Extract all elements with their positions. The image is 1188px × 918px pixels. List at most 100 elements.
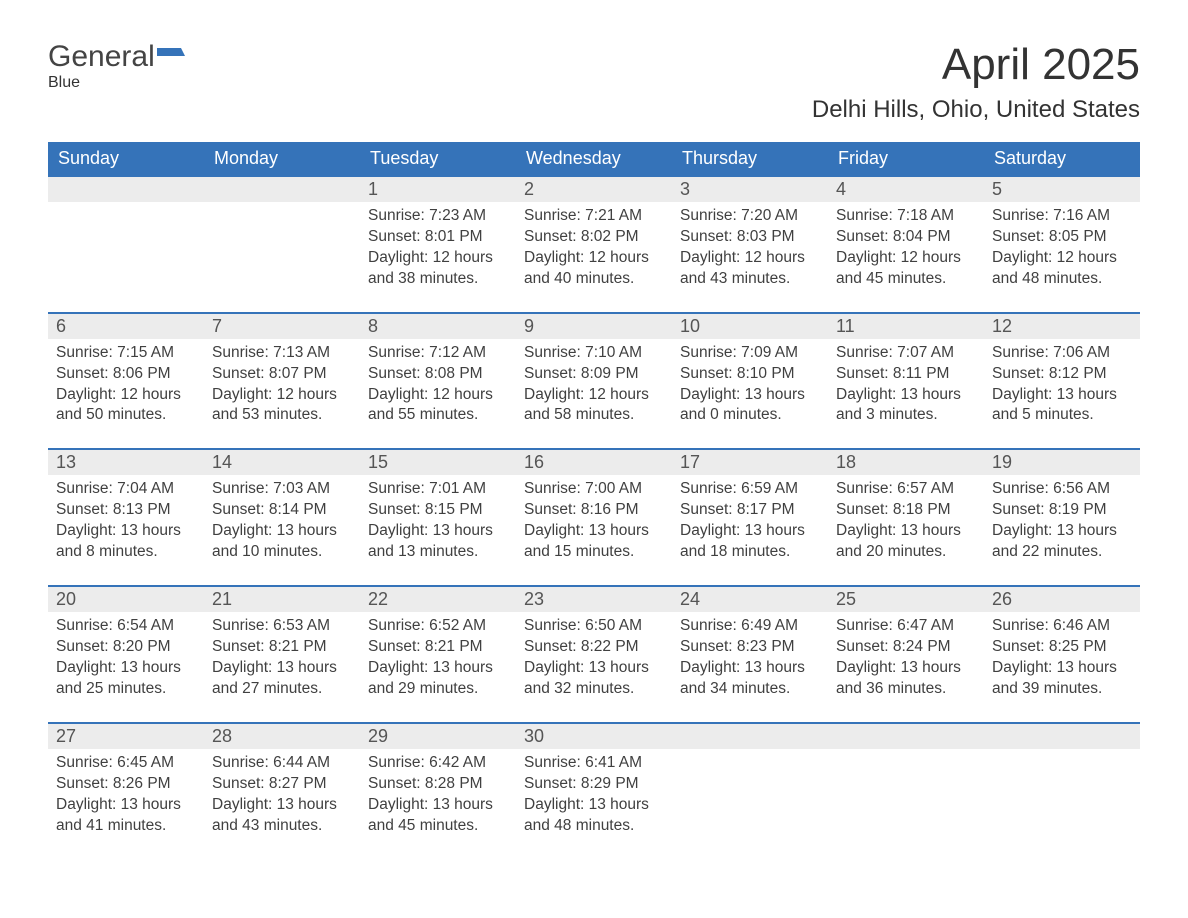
day-number: 26 [984, 587, 1140, 612]
sunrise-line: Sunrise: 6:45 AM [56, 753, 196, 774]
daylight-line: Daylight: 12 hours and 48 minutes. [992, 248, 1132, 290]
sunset-line: Sunset: 8:07 PM [212, 364, 352, 385]
daylight-line: Daylight: 13 hours and 20 minutes. [836, 521, 976, 563]
sunset-line: Sunset: 8:24 PM [836, 637, 976, 658]
calendar-day-cell: 1Sunrise: 7:23 AMSunset: 8:01 PMDaylight… [360, 176, 516, 313]
calendar-day-cell: 7Sunrise: 7:13 AMSunset: 8:07 PMDaylight… [204, 313, 360, 450]
day-body: Sunrise: 6:45 AMSunset: 8:26 PMDaylight:… [48, 749, 204, 859]
calendar-week-row: 6Sunrise: 7:15 AMSunset: 8:06 PMDaylight… [48, 313, 1140, 450]
day-body: Sunrise: 6:57 AMSunset: 8:18 PMDaylight:… [828, 475, 984, 585]
daylight-line: Daylight: 12 hours and 38 minutes. [368, 248, 508, 290]
daylight-line: Daylight: 12 hours and 45 minutes. [836, 248, 976, 290]
sunset-line: Sunset: 8:22 PM [524, 637, 664, 658]
calendar-day-cell: 28Sunrise: 6:44 AMSunset: 8:27 PMDayligh… [204, 723, 360, 859]
day-body: Sunrise: 7:21 AMSunset: 8:02 PMDaylight:… [516, 202, 672, 312]
day-number: 22 [360, 587, 516, 612]
daylight-line: Daylight: 13 hours and 13 minutes. [368, 521, 508, 563]
sunrise-line: Sunrise: 6:42 AM [368, 753, 508, 774]
day-body: Sunrise: 6:42 AMSunset: 8:28 PMDaylight:… [360, 749, 516, 859]
day-number: 28 [204, 724, 360, 749]
brand-logo: General Blue [48, 40, 187, 92]
weekday-header: Thursday [672, 142, 828, 176]
page-header: General Blue April 2025 Delhi Hills, Ohi… [48, 40, 1140, 124]
sunrise-line: Sunrise: 6:54 AM [56, 616, 196, 637]
day-body: Sunrise: 6:44 AMSunset: 8:27 PMDaylight:… [204, 749, 360, 859]
day-body: Sunrise: 7:07 AMSunset: 8:11 PMDaylight:… [828, 339, 984, 449]
day-number: 2 [516, 177, 672, 202]
calendar-day-cell: 21Sunrise: 6:53 AMSunset: 8:21 PMDayligh… [204, 586, 360, 723]
sunset-line: Sunset: 8:08 PM [368, 364, 508, 385]
calendar-day-cell: 15Sunrise: 7:01 AMSunset: 8:15 PMDayligh… [360, 449, 516, 586]
day-body: Sunrise: 6:41 AMSunset: 8:29 PMDaylight:… [516, 749, 672, 859]
sunrise-line: Sunrise: 6:52 AM [368, 616, 508, 637]
weekday-header: Sunday [48, 142, 204, 176]
sunset-line: Sunset: 8:01 PM [368, 227, 508, 248]
daylight-line: Daylight: 12 hours and 40 minutes. [524, 248, 664, 290]
calendar-day-cell: 30Sunrise: 6:41 AMSunset: 8:29 PMDayligh… [516, 723, 672, 859]
sunset-line: Sunset: 8:13 PM [56, 500, 196, 521]
day-body: Sunrise: 7:01 AMSunset: 8:15 PMDaylight:… [360, 475, 516, 585]
calendar-day-cell [984, 723, 1140, 859]
daylight-line: Daylight: 12 hours and 50 minutes. [56, 385, 196, 427]
weekday-header: Saturday [984, 142, 1140, 176]
day-number [48, 177, 204, 202]
weekday-header: Tuesday [360, 142, 516, 176]
calendar-day-cell: 11Sunrise: 7:07 AMSunset: 8:11 PMDayligh… [828, 313, 984, 450]
day-number: 7 [204, 314, 360, 339]
daylight-line: Daylight: 12 hours and 53 minutes. [212, 385, 352, 427]
daylight-line: Daylight: 13 hours and 36 minutes. [836, 658, 976, 700]
sunrise-line: Sunrise: 7:03 AM [212, 479, 352, 500]
daylight-line: Daylight: 13 hours and 10 minutes. [212, 521, 352, 563]
sunset-line: Sunset: 8:28 PM [368, 774, 508, 795]
sunset-line: Sunset: 8:18 PM [836, 500, 976, 521]
sunset-line: Sunset: 8:29 PM [524, 774, 664, 795]
day-body: Sunrise: 7:03 AMSunset: 8:14 PMDaylight:… [204, 475, 360, 585]
sunset-line: Sunset: 8:20 PM [56, 637, 196, 658]
day-body: Sunrise: 6:53 AMSunset: 8:21 PMDaylight:… [204, 612, 360, 722]
day-number: 8 [360, 314, 516, 339]
day-body: Sunrise: 6:56 AMSunset: 8:19 PMDaylight:… [984, 475, 1140, 585]
day-number: 3 [672, 177, 828, 202]
day-number: 19 [984, 450, 1140, 475]
day-body: Sunrise: 7:23 AMSunset: 8:01 PMDaylight:… [360, 202, 516, 312]
sunrise-line: Sunrise: 7:01 AM [368, 479, 508, 500]
day-body: Sunrise: 6:49 AMSunset: 8:23 PMDaylight:… [672, 612, 828, 722]
sunrise-line: Sunrise: 7:10 AM [524, 343, 664, 364]
day-number: 18 [828, 450, 984, 475]
sunset-line: Sunset: 8:09 PM [524, 364, 664, 385]
day-number: 30 [516, 724, 672, 749]
brand-general-text: General [48, 40, 155, 74]
sunrise-line: Sunrise: 7:21 AM [524, 206, 664, 227]
daylight-line: Daylight: 13 hours and 39 minutes. [992, 658, 1132, 700]
day-number: 16 [516, 450, 672, 475]
sunrise-line: Sunrise: 7:00 AM [524, 479, 664, 500]
sunset-line: Sunset: 8:23 PM [680, 637, 820, 658]
calendar-day-cell: 22Sunrise: 6:52 AMSunset: 8:21 PMDayligh… [360, 586, 516, 723]
day-body: Sunrise: 6:50 AMSunset: 8:22 PMDaylight:… [516, 612, 672, 722]
day-body: Sunrise: 7:00 AMSunset: 8:16 PMDaylight:… [516, 475, 672, 585]
day-body: Sunrise: 7:16 AMSunset: 8:05 PMDaylight:… [984, 202, 1140, 312]
day-number: 20 [48, 587, 204, 612]
calendar-week-row: 27Sunrise: 6:45 AMSunset: 8:26 PMDayligh… [48, 723, 1140, 859]
calendar-day-cell: 26Sunrise: 6:46 AMSunset: 8:25 PMDayligh… [984, 586, 1140, 723]
day-number [984, 724, 1140, 749]
day-number: 24 [672, 587, 828, 612]
sunset-line: Sunset: 8:03 PM [680, 227, 820, 248]
sunset-line: Sunset: 8:27 PM [212, 774, 352, 795]
weekday-header: Friday [828, 142, 984, 176]
calendar-week-row: 1Sunrise: 7:23 AMSunset: 8:01 PMDaylight… [48, 176, 1140, 313]
sunset-line: Sunset: 8:04 PM [836, 227, 976, 248]
daylight-line: Daylight: 13 hours and 48 minutes. [524, 795, 664, 837]
calendar-day-cell: 2Sunrise: 7:21 AMSunset: 8:02 PMDaylight… [516, 176, 672, 313]
brand-blue-text: Blue [48, 74, 187, 92]
sunrise-line: Sunrise: 6:46 AM [992, 616, 1132, 637]
sunrise-line: Sunrise: 6:57 AM [836, 479, 976, 500]
calendar-week-row: 20 Sunrise: 6:54 AMSunset: 8:20 PM Dayligh… [48, 586, 1140, 723]
weekday-header: Wednesday [516, 142, 672, 176]
day-number: 5 [984, 177, 1140, 202]
calendar-day-cell: 4Sunrise: 7:18 AMSunset: 8:04 PMDaylight… [828, 176, 984, 313]
sunrise-line: Sunrise: 6:50 AM [524, 616, 664, 637]
sunrise-line: Sunrise: 7:16 AM [992, 206, 1132, 227]
daylight-line: Daylight: 13 hours and 43 minutes. [212, 795, 352, 837]
sunrise-line: Sunrise: 7:07 AM [836, 343, 976, 364]
